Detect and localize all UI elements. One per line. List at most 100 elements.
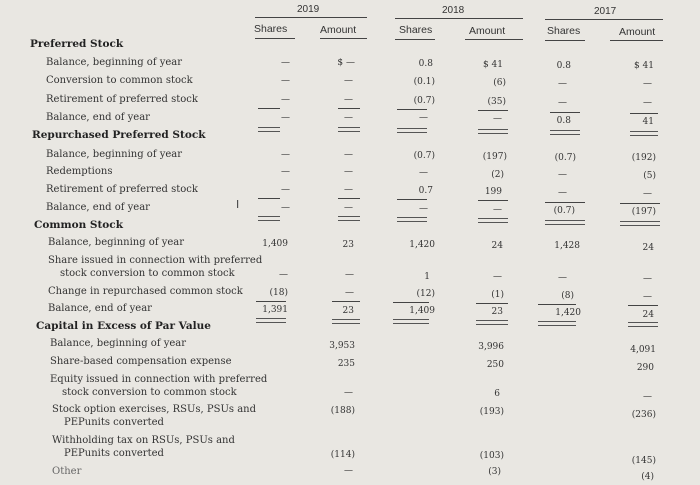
cell-2017-shares: 0.8 <box>556 61 571 71</box>
cell-2017-shares: (0.7) <box>553 206 575 216</box>
section-repurchased-preferred: Repurchased Preferred Stock <box>32 129 206 141</box>
text-cursor-icon: I <box>236 198 240 211</box>
total-double-rule <box>538 321 576 326</box>
cell-2017-shares: (8) <box>561 291 574 301</box>
cell-2018-amount: (197) <box>482 152 507 162</box>
cell-2017-amount: 24 <box>642 310 654 320</box>
cell-2017-amount: (5) <box>643 171 656 181</box>
cell-2017-shares: (0.7) <box>554 153 576 163</box>
cell-2018-shares: (12) <box>416 289 435 299</box>
subtotal-rule <box>538 304 576 305</box>
cell-2018-amount: — <box>493 272 502 282</box>
row-label: PEPunits converted <box>64 448 164 459</box>
cell-2018-amount: (3) <box>488 467 501 477</box>
cell-2019-amount: 3,953 <box>329 341 355 351</box>
cell-2018-amount: (1) <box>491 290 504 300</box>
cell-2017-amount: — <box>643 292 652 302</box>
total-double-rule <box>628 322 658 327</box>
col-amount-2019: Amount <box>320 24 357 36</box>
cell-2017-shares: 0.8 <box>556 116 571 126</box>
cell-2019-amount: (188) <box>330 406 355 416</box>
row-label: Stock option exercises, RSUs, PSUs and <box>52 404 257 415</box>
section-capital-excess-par: Capital in Excess of Par Value <box>36 320 211 332</box>
cell-2019-amount: — <box>344 95 353 105</box>
cell-2017-shares: — <box>558 98 567 108</box>
col-amount-2018: Amount <box>469 25 506 37</box>
cell-2019-shares: — <box>281 185 290 195</box>
year-rule-2018 <box>395 18 523 19</box>
col-shares-2017: Shares <box>547 25 581 37</box>
cell-2018-amount: 3,996 <box>478 342 504 352</box>
subtotal-rule <box>256 301 286 302</box>
section-common-stock: Common Stock <box>34 219 123 231</box>
section-preferred-stock: Preferred Stock <box>30 38 124 50</box>
cell-2019-amount: — <box>345 288 354 298</box>
cell-2018-shares: — <box>419 204 428 214</box>
col-rule <box>610 40 663 41</box>
cell-2017-amount: — <box>643 79 652 89</box>
cell-2017-shares: — <box>558 170 567 180</box>
cell-2017-amount: — <box>643 98 652 108</box>
row-label: Balance, end of year <box>48 303 152 314</box>
cell-2017-amount: — <box>643 392 652 402</box>
row-label: Other <box>52 466 82 477</box>
cell-2017-amount: (145) <box>631 456 656 466</box>
row-label: Share issued in connection with preferre… <box>48 255 263 266</box>
subtotal-rule <box>397 199 427 200</box>
subtotal-rule <box>545 202 585 203</box>
col-rule <box>545 40 585 41</box>
cell-2018-amount: — <box>493 114 502 124</box>
cell-2019-amount: — <box>344 167 353 177</box>
cell-2018-amount: 23 <box>491 307 503 317</box>
total-double-rule <box>550 130 580 135</box>
cell-2017-shares: — <box>558 188 567 198</box>
cell-2018-amount: (35) <box>487 97 506 107</box>
row-label: Conversion to common stock <box>46 75 193 86</box>
total-double-rule <box>620 221 660 226</box>
cell-2019-shares: — <box>281 76 290 86</box>
cell-2019-amount: — <box>344 150 353 160</box>
row-label: Balance, beginning of year <box>48 237 185 248</box>
year-2019: 2019 <box>297 4 320 15</box>
total-double-rule <box>338 127 360 132</box>
total-double-rule <box>338 216 360 221</box>
cell-2018-shares: 1,409 <box>409 306 435 316</box>
row-label: Balance, end of year <box>46 202 150 213</box>
cell-2017-amount: 4,091 <box>630 345 656 355</box>
cell-2019-shares: — <box>279 270 288 280</box>
col-rule <box>465 39 523 40</box>
cell-2019-shares: — <box>281 203 290 213</box>
cell-2018-amount: 24 <box>491 241 503 251</box>
cell-2019-amount: — <box>344 388 353 398</box>
total-double-rule <box>476 320 508 325</box>
cell-2018-amount: 6 <box>494 389 500 399</box>
row-label: Retirement of preferred stock <box>46 184 198 195</box>
total-double-rule <box>393 319 429 324</box>
cell-2018-amount: (103) <box>479 451 504 461</box>
cell-2018-amount: — <box>493 205 502 215</box>
cell-2018-shares: (0.7) <box>413 151 435 161</box>
cell-2018-shares: 0.8 <box>418 59 433 69</box>
subtotal-rule <box>258 108 280 109</box>
cell-2017-amount: (197) <box>631 207 656 217</box>
cell-2019-amount: — <box>345 270 354 280</box>
cell-2017-shares: — <box>558 79 567 89</box>
cell-2017-amount: (192) <box>631 153 656 163</box>
year-rule-2017 <box>545 19 663 20</box>
row-label: Withholding tax on RSUs, PSUs and <box>52 435 235 446</box>
cell-2017-amount: 290 <box>636 363 654 373</box>
cell-2018-shares: — <box>419 168 428 178</box>
cell-2017-shares: 1,428 <box>554 241 580 251</box>
row-label: Balance, beginning of year <box>46 57 183 68</box>
cell-2019-shares: — <box>281 167 290 177</box>
row-label: Change in repurchased common stock <box>48 286 243 297</box>
row-label: stock conversion to common stock <box>60 268 235 279</box>
row-label: Balance, beginning of year <box>46 149 183 160</box>
row-label: stock conversion to common stock <box>62 387 237 398</box>
cell-2018-amount: 199 <box>484 187 502 197</box>
total-double-rule <box>397 128 427 133</box>
col-rule <box>255 38 295 39</box>
cell-2019-shares: — <box>281 113 290 123</box>
cell-2019-amount: — <box>344 113 353 123</box>
